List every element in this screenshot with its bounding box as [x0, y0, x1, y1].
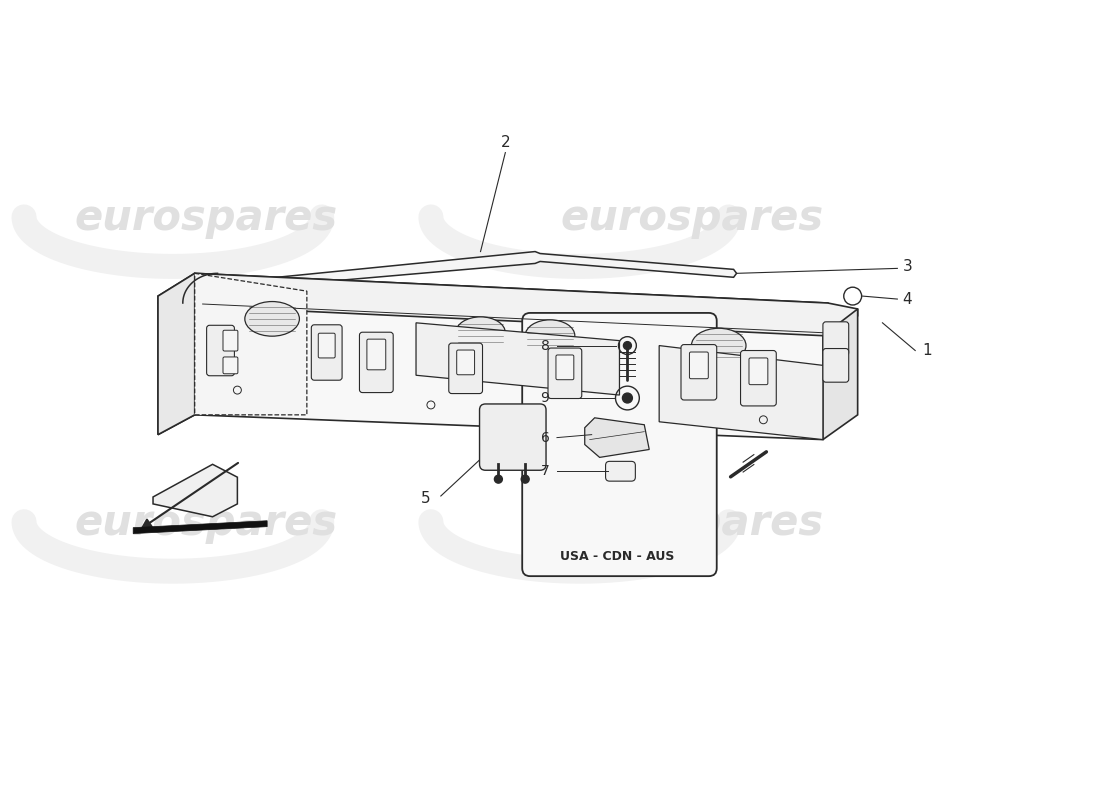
Text: eurospares: eurospares: [75, 502, 338, 544]
Polygon shape: [195, 274, 828, 439]
FancyBboxPatch shape: [740, 350, 777, 406]
FancyBboxPatch shape: [311, 325, 342, 380]
Polygon shape: [823, 309, 858, 439]
FancyBboxPatch shape: [207, 326, 234, 376]
FancyBboxPatch shape: [223, 330, 238, 351]
FancyBboxPatch shape: [690, 352, 708, 378]
Polygon shape: [416, 323, 619, 395]
Polygon shape: [659, 346, 823, 439]
FancyBboxPatch shape: [456, 350, 474, 374]
Polygon shape: [158, 274, 195, 434]
Ellipse shape: [245, 302, 299, 336]
Ellipse shape: [525, 320, 575, 351]
Text: eurospares: eurospares: [75, 197, 338, 239]
Polygon shape: [195, 274, 307, 415]
Ellipse shape: [692, 328, 746, 363]
FancyBboxPatch shape: [480, 404, 546, 470]
Text: 5: 5: [421, 491, 431, 506]
Polygon shape: [133, 521, 267, 534]
Text: 9: 9: [540, 391, 550, 405]
FancyBboxPatch shape: [681, 345, 717, 400]
Polygon shape: [158, 274, 195, 434]
FancyBboxPatch shape: [367, 339, 386, 370]
FancyBboxPatch shape: [318, 334, 336, 358]
Text: 8: 8: [540, 338, 550, 353]
FancyBboxPatch shape: [223, 357, 238, 374]
FancyBboxPatch shape: [548, 348, 582, 398]
Ellipse shape: [455, 317, 505, 349]
Text: eurospares: eurospares: [560, 502, 824, 544]
Polygon shape: [238, 251, 737, 289]
Circle shape: [494, 475, 503, 483]
Text: 7: 7: [541, 464, 549, 478]
Text: 6: 6: [540, 430, 550, 445]
Text: 3: 3: [902, 259, 912, 274]
FancyBboxPatch shape: [449, 343, 483, 394]
Text: USA - CDN - AUS: USA - CDN - AUS: [560, 550, 674, 563]
FancyBboxPatch shape: [556, 355, 574, 380]
Circle shape: [624, 342, 631, 350]
FancyBboxPatch shape: [749, 358, 768, 385]
Text: 2: 2: [500, 135, 510, 150]
FancyBboxPatch shape: [606, 462, 636, 481]
Polygon shape: [158, 274, 858, 336]
Circle shape: [623, 393, 632, 403]
FancyBboxPatch shape: [823, 322, 849, 355]
FancyBboxPatch shape: [823, 349, 849, 382]
FancyBboxPatch shape: [522, 313, 717, 576]
Text: 4: 4: [902, 291, 912, 306]
Text: 1: 1: [922, 343, 932, 358]
Circle shape: [521, 475, 529, 483]
Polygon shape: [153, 464, 238, 517]
Polygon shape: [585, 418, 649, 458]
Text: eurospares: eurospares: [560, 197, 824, 239]
FancyBboxPatch shape: [360, 332, 393, 393]
